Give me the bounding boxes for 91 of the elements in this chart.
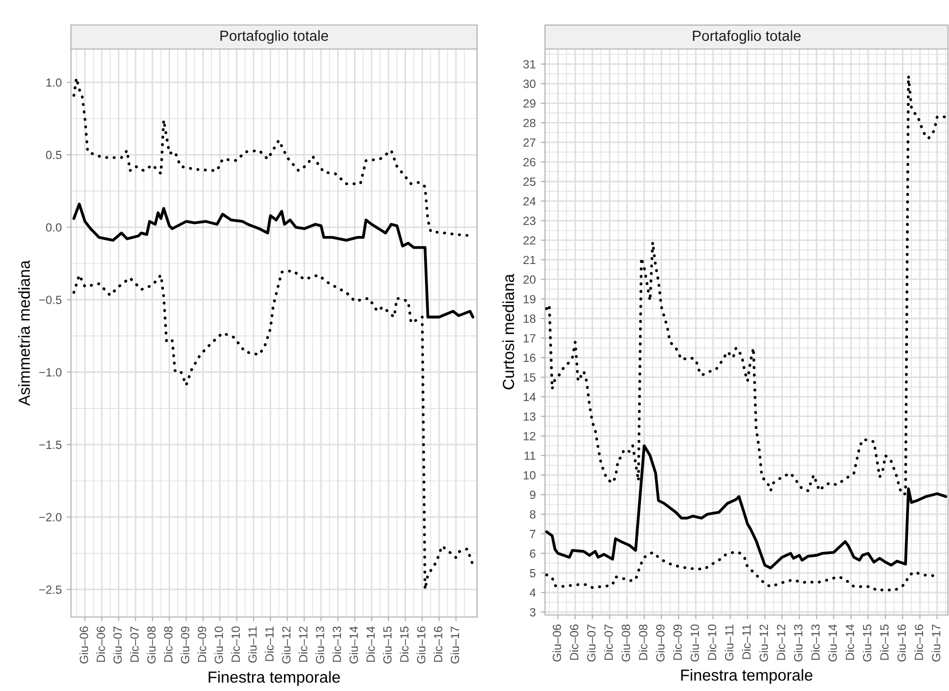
x-tick-label: Dic–13 [811,624,820,660]
x-tick-label: Dic–16 [914,624,924,660]
y-tick-label: 6 [530,549,536,558]
chart-title: Portafoglio totale [692,30,801,44]
x-tick-label: Dic–08 [638,624,648,660]
x-tick-label: Dic–12 [298,626,308,662]
x-tick-label: Dic–06 [570,624,578,660]
y-tick-label: −1.0 [39,368,62,377]
y-tick-label: 13 [524,412,536,421]
x-tick-label: Dic–11 [264,626,274,661]
x-tick-label: Giu–10 [214,626,224,664]
line-series [72,269,474,591]
y-tick-label: 18 [524,314,536,323]
x-tick-label: Dic–11 [742,624,751,659]
y-tick-label: 27 [523,138,536,147]
x-tick-label: Dic–12 [776,624,786,660]
x-tick-label: Giu–08 [621,624,630,662]
x-tick-label: Dic–06 [96,626,106,662]
y-tick-label: 14 [524,392,536,402]
x-tick-label: Dic–16 [434,626,442,662]
y-tick-label: −1.5 [39,440,62,449]
x-tick-label: Giu–08 [146,626,156,664]
y-tick-label: 4 [530,588,536,597]
x-tick-label: Dic–10 [231,626,240,662]
x-tick-label: Giu–06 [552,624,562,662]
x-tick-label: Dic–15 [880,624,889,660]
y-tick-label: −2.0 [39,513,62,522]
y-tick-label: 1.0 [46,78,62,87]
y-tick-label: 25 [523,178,536,186]
x-tick-label: Dic–10 [708,624,716,660]
x-tick-label: Dic–14 [845,624,854,660]
y-tick-label: 22 [523,236,536,244]
y-axis-title: Asimmetria mediana [18,260,30,406]
y-tick-label: 9 [530,490,536,500]
x-tick-label: Giu–09 [180,626,190,664]
x-tick-label: Giu–11 [248,626,257,663]
x-tick-label: Giu–15 [862,624,872,662]
line-series [72,202,474,318]
x-tick-label: Giu–13 [316,626,324,664]
x-tick-label: Giu–16 [897,624,906,662]
y-tick-label: 5 [530,569,536,578]
y-tick-label: 15 [524,373,536,382]
x-tick-label: Giu–16 [416,626,426,664]
x-tick-label: Giu–12 [282,626,291,664]
x-tick-label: Giu–17 [932,624,940,662]
y-tick-label: 31 [523,60,536,68]
y-tick-label: 28 [523,118,536,128]
y-tick-label: 16 [524,354,536,362]
y-tick-label: 11 [524,452,536,460]
x-axis-title: Finestra temporale [681,669,812,684]
chart-title: Portafoglio totale [220,30,328,44]
y-tick-label: 26 [523,158,536,166]
y-tick-label: 17 [524,334,536,342]
y-tick-label: −0.5 [39,296,62,304]
x-tick-label: Dic–08 [164,626,173,662]
y-tick-label: 29 [523,99,536,108]
x-tick-label: Giu–07 [586,624,596,662]
x-tick-label: Giu–13 [794,624,802,662]
x-tick-label: Giu–09 [656,624,665,662]
y-tick-label: 0.5 [46,150,62,160]
x-tick-label: Giu–12 [759,624,768,662]
x-tick-label: Giu–07 [113,626,122,664]
x-tick-label: Giu–11 [724,624,734,661]
x-tick-label: Giu–14 [828,624,837,662]
x-tick-label: Giu–17 [450,626,460,664]
x-tick-label: Dic–09 [673,624,682,660]
x-tick-label: Dic–07 [604,624,613,660]
x-tick-label: Dic–14 [366,626,375,662]
x-tick-label: Dic–15 [400,626,409,662]
y-tick-label: 20 [523,275,536,284]
x-tick-label: Dic–13 [332,626,342,662]
y-tick-label: 8 [530,510,536,519]
x-axis-title: Finestra temporale [208,671,340,686]
y-tick-label: 30 [523,80,536,88]
y-tick-label: 7 [530,530,536,538]
y-tick-label: −2.5 [39,586,62,594]
y-tick-label: 23 [523,216,536,226]
x-tick-label: Dic–09 [198,626,206,662]
y-tick-label: 24 [523,197,536,206]
x-tick-label: Giu–06 [79,626,88,664]
y-tick-label: 19 [524,294,536,304]
x-tick-label: Dic–07 [130,626,139,662]
y-tick-label: 0.0 [46,223,62,232]
x-tick-label: Giu–15 [382,626,392,664]
y-tick-label: 10 [524,471,536,480]
y-tick-label: 3 [530,608,536,616]
x-tick-label: Giu–10 [690,624,699,662]
y-tick-label: 21 [523,256,536,264]
x-tick-label: Giu–14 [349,626,358,664]
y-tick-label: 12 [524,432,536,440]
y-axis-title: Curtosi mediana [502,274,514,390]
